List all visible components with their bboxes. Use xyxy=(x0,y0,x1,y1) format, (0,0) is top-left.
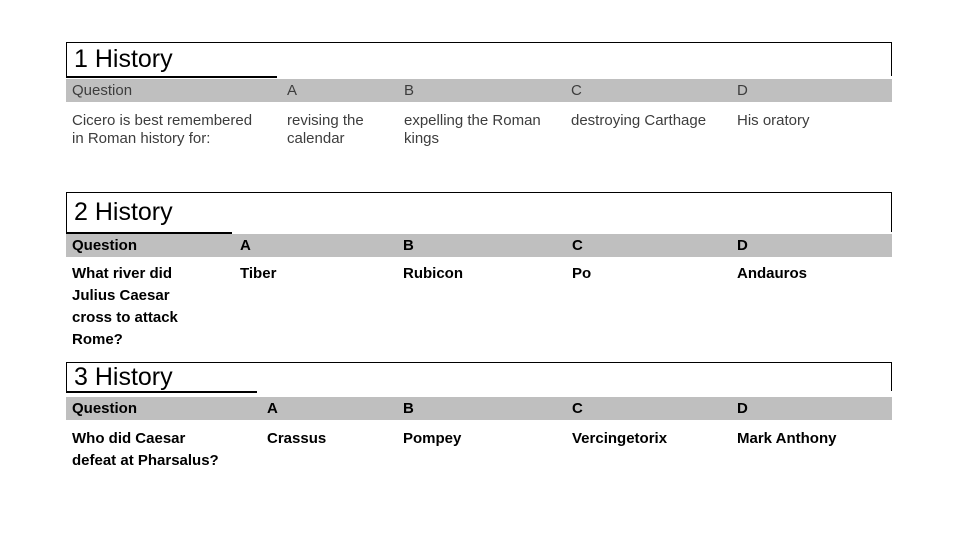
table-1-header-d: D xyxy=(737,82,748,99)
quiz-table-3: 3 History Question A B C D Who did Caesa… xyxy=(66,362,892,472)
table-1-title-underline xyxy=(66,76,277,78)
table-3-answer-a: Crassus xyxy=(267,430,327,447)
table-2-answer-c: Po xyxy=(572,265,592,282)
table-1-answer-b: expelling the Roman kings xyxy=(404,112,541,147)
table-2-title-row: 2 History xyxy=(66,192,892,232)
table-3-header-a: A xyxy=(267,400,278,417)
table-3-header-question: Question xyxy=(72,400,138,417)
table-2-header-c: C xyxy=(572,237,583,254)
table-2-header-row: Question A B C D xyxy=(66,234,892,257)
table-2-question-text: What river did Julius Caesar cross to at… xyxy=(72,265,178,348)
table-3-header-d: D xyxy=(737,400,748,417)
table-3-answer-b: Pompey xyxy=(403,430,462,447)
table-3-header-row: Question A B C D xyxy=(66,397,892,420)
table-3-title-underline xyxy=(66,391,257,393)
table-2-header-d: D xyxy=(737,237,748,254)
table-1-header-c: C xyxy=(571,82,582,99)
table-2-header-question: Question xyxy=(72,237,138,254)
table-2-header-b: B xyxy=(403,237,414,254)
table-3-answer-d: Mark Anthony xyxy=(737,430,837,447)
table-3-question-text: Who did Caesar defeat at Pharsalus? xyxy=(72,430,219,469)
table-1-answer-a: revising the calendar xyxy=(287,112,364,147)
table-2-answer-a: Tiber xyxy=(240,265,277,282)
table-1-title-row: 1 History xyxy=(66,42,892,76)
quiz-table-1: 1 History Question A B C D Cicero is bes… xyxy=(66,42,892,148)
table-2-title-underline xyxy=(66,232,232,234)
table-3-title-row: 3 History xyxy=(66,362,892,391)
table-1-answer-d: His oratory xyxy=(737,112,810,129)
quiz-table-2: 2 History Question A B C D What river di… xyxy=(66,192,892,351)
table-3-title: 3 History xyxy=(74,362,173,391)
table-3-answer-row: Who did Caesar defeat at Pharsalus? Cras… xyxy=(66,420,892,472)
table-3-header-c: C xyxy=(572,400,583,417)
table-2-header-a: A xyxy=(240,237,251,254)
table-1-header-row: Question A B C D xyxy=(66,79,892,102)
table-1-answer-row: Cicero is best remembered in Roman histo… xyxy=(66,102,892,148)
table-3-header-b: B xyxy=(403,400,414,417)
table-2-answer-d: Andauros xyxy=(737,265,808,282)
table-1-header-a: A xyxy=(287,82,298,99)
table-1-answer-c: destroying Carthage xyxy=(571,112,707,129)
table-2-answer-b: Rubicon xyxy=(403,265,463,282)
table-1-header-question: Question xyxy=(72,82,133,99)
table-1-title: 1 History xyxy=(74,45,173,73)
table-1-question-text: Cicero is best remembered in Roman histo… xyxy=(72,112,253,147)
table-2-answer-row: What river did Julius Caesar cross to at… xyxy=(66,257,892,351)
table-1-header-b: B xyxy=(404,82,415,99)
table-3-answer-c: Vercingetorix xyxy=(572,430,668,447)
table-2-title: 2 History xyxy=(74,198,173,226)
